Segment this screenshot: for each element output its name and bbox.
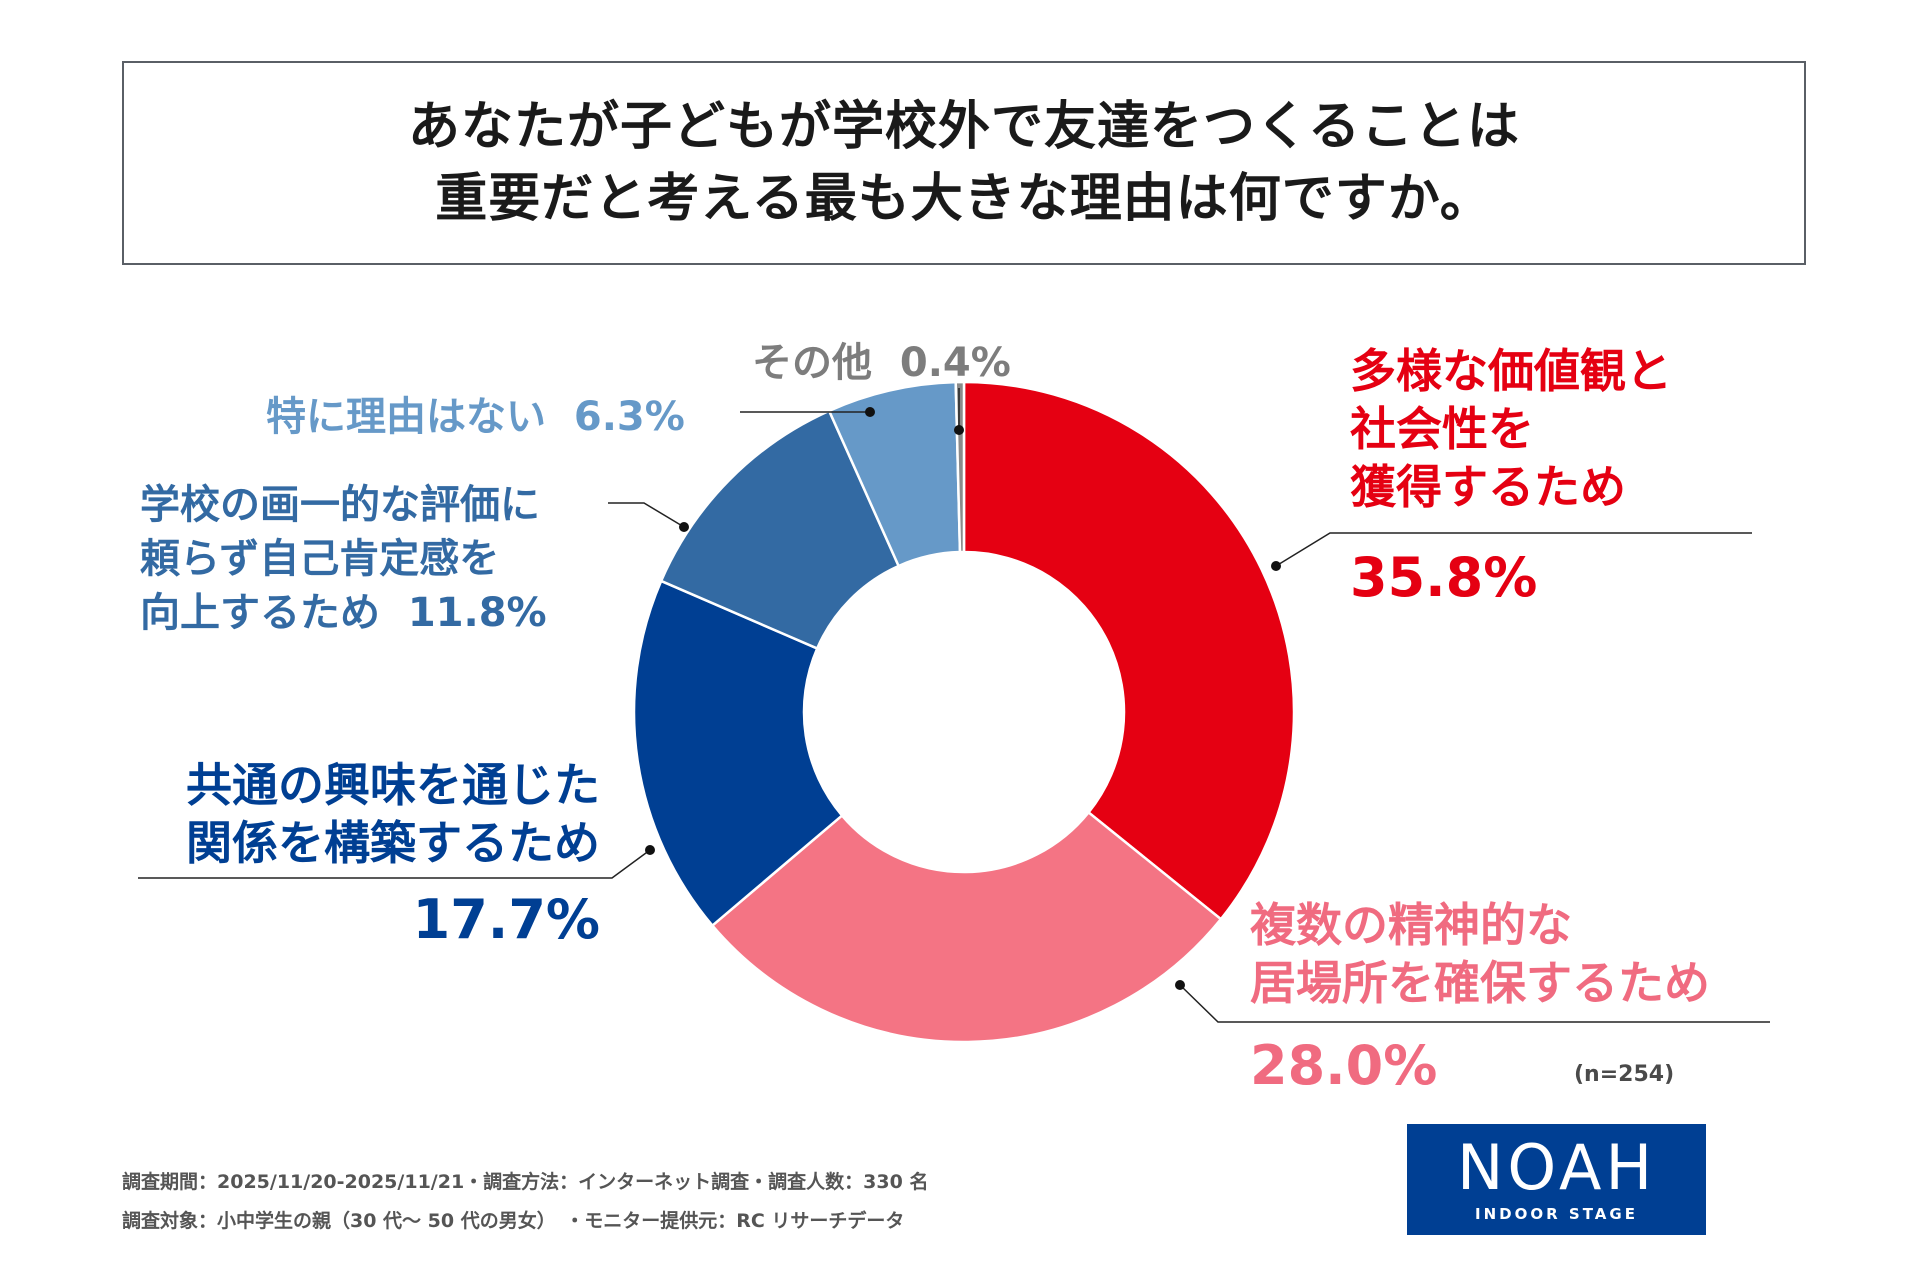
leader-line-no-reason-dot xyxy=(865,407,875,417)
chart-title-line-2: 重要だと考える最も大きな理由は何ですか。 xyxy=(435,169,1493,229)
label-slice-common-interest: 共通の興味を通じた 関係を構築するため xyxy=(100,756,600,872)
value-slice-common-interest: 17.7% xyxy=(412,888,600,951)
leader-line-self-esteem-dot xyxy=(679,522,689,532)
value-slice-other: 0.4% xyxy=(899,340,1011,386)
slice-other xyxy=(954,380,966,554)
chart-title-box: あなたが子どもが学校外で友達をつくることは 重要だと考える最も大きな理由は何です… xyxy=(122,61,1806,265)
slice-mental-place xyxy=(710,810,1223,1044)
slice-common-interest xyxy=(632,579,844,928)
slice-self-esteem xyxy=(659,409,901,651)
label-line: 居場所を確保するため xyxy=(1250,956,1710,1010)
noah-logo: NOAH INDOOR STAGE xyxy=(1407,1124,1706,1235)
label-slice-other: その他 0.4% xyxy=(752,330,1011,388)
leader-line-diverse-values xyxy=(1275,532,1752,567)
label-line: 獲得するため xyxy=(1350,460,1626,514)
label-line: 複数の精神的な xyxy=(1250,898,1572,952)
logo-wordmark: NOAH xyxy=(1456,1130,1657,1204)
label-line: 社会性を xyxy=(1350,402,1534,456)
label-line: 多様な価値観と xyxy=(1350,344,1672,398)
leader-line-other-dot xyxy=(954,425,964,435)
label-slice-diverse-values: 多様な価値観と 社会性を 獲得するため xyxy=(1350,342,1672,516)
logo-subtitle: INDOOR STAGE xyxy=(1475,1204,1638,1223)
value-slice-self-esteem: 11.8% xyxy=(407,590,547,636)
label-text: その他 xyxy=(752,340,872,386)
leader-line-self-esteem xyxy=(608,502,685,528)
leader-line-common-interest-dot xyxy=(645,845,655,855)
value-slice-no-reason: 6.3% xyxy=(573,394,685,440)
leader-line-common-interest xyxy=(138,849,651,879)
survey-info-line-2: 調査対象：小中学生の親（30 代～ 50 代の男女） ・モニター提供元：RC リ… xyxy=(122,1210,905,1232)
leader-line-diverse-values-dot xyxy=(1271,561,1281,571)
label-line: 向上するため xyxy=(140,590,380,636)
value-slice-diverse-values: 35.8% xyxy=(1350,546,1538,609)
label-slice-mental-place: 複数の精神的な 居場所を確保するため xyxy=(1250,896,1710,1012)
label-text: 特に理由はない xyxy=(266,394,546,440)
sample-size: (n=254) xyxy=(1574,1062,1675,1087)
label-line: 共通の興味を通じた xyxy=(186,758,600,812)
label-line: 頼らず自己肯定感を xyxy=(140,536,500,582)
label-slice-no-reason: 特に理由はない 6.3% xyxy=(266,384,685,442)
survey-info-line-1: 調査期間：2025/11/20-2025/11/21・調査方法：インターネット調… xyxy=(122,1171,929,1193)
value-slice-mental-place: 28.0% xyxy=(1250,1034,1438,1097)
leader-line-mental-place-dot xyxy=(1175,980,1185,990)
label-line: 関係を構築するため xyxy=(186,816,600,870)
label-line: 学校の画一的な評価に xyxy=(140,482,540,528)
leader-line-mental-place xyxy=(1179,984,1770,1023)
chart-title-line-1: あなたが子どもが学校外で友達をつくることは xyxy=(408,97,1520,157)
slice-diverse-values xyxy=(962,380,1296,921)
label-slice-self-esteem: 学校の画一的な評価に 頼らず自己肯定感を 向上するため 11.8% xyxy=(140,478,547,640)
